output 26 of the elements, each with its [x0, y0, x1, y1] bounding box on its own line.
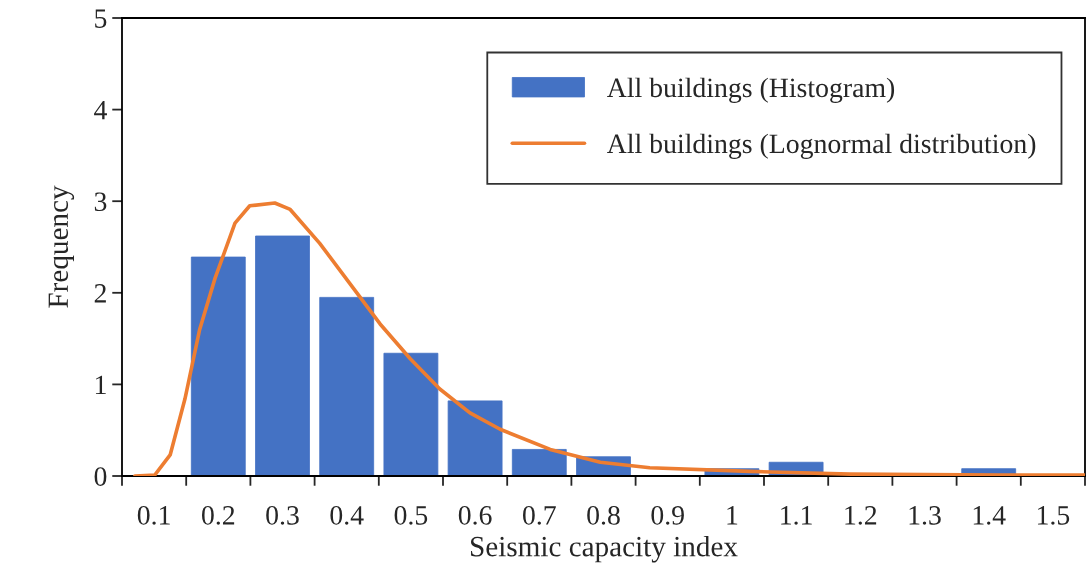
x-tick-label: 0.7 [523, 505, 556, 525]
x-tick-label: 0.1 [137, 505, 170, 525]
y-tick-label: 4 [94, 100, 107, 120]
x-tick-label: 0.6 [458, 505, 492, 525]
x-tick-label: 0.3 [266, 505, 299, 525]
x-tick-label: 1 [727, 506, 738, 525]
x-tick-label: 0.4 [330, 505, 364, 525]
line-series [133, 201, 1085, 476]
x-tick-label: 0.9 [651, 505, 684, 525]
y-tick-label: 1 [95, 375, 106, 395]
x-tick-label: 0.2 [202, 505, 235, 525]
x-tick-label: 1.2 [845, 506, 877, 525]
legend-label: All buildings (Histogram) [607, 77, 895, 103]
x-tick-label: 0.5 [394, 505, 428, 525]
x-tick-label: 1.4 [973, 506, 1006, 525]
x-tick-label: 0.8 [587, 505, 620, 525]
y-tick-label: 3 [94, 192, 107, 212]
x-tick-label: 1.1 [781, 506, 812, 525]
x-tick-label: 1.5 [1037, 506, 1070, 525]
x-tick-label: 1.3 [909, 506, 941, 525]
y-tick-label: 2 [94, 284, 106, 303]
y-tick-label: 5 [95, 9, 107, 28]
y-tick-label: 0 [94, 467, 107, 486]
x-axis-title: Seismic capacity index [471, 535, 738, 563]
legend-label: All buildings (Lognormal distribution) [607, 133, 1036, 159]
y-axis-title: Frequency [48, 185, 75, 308]
